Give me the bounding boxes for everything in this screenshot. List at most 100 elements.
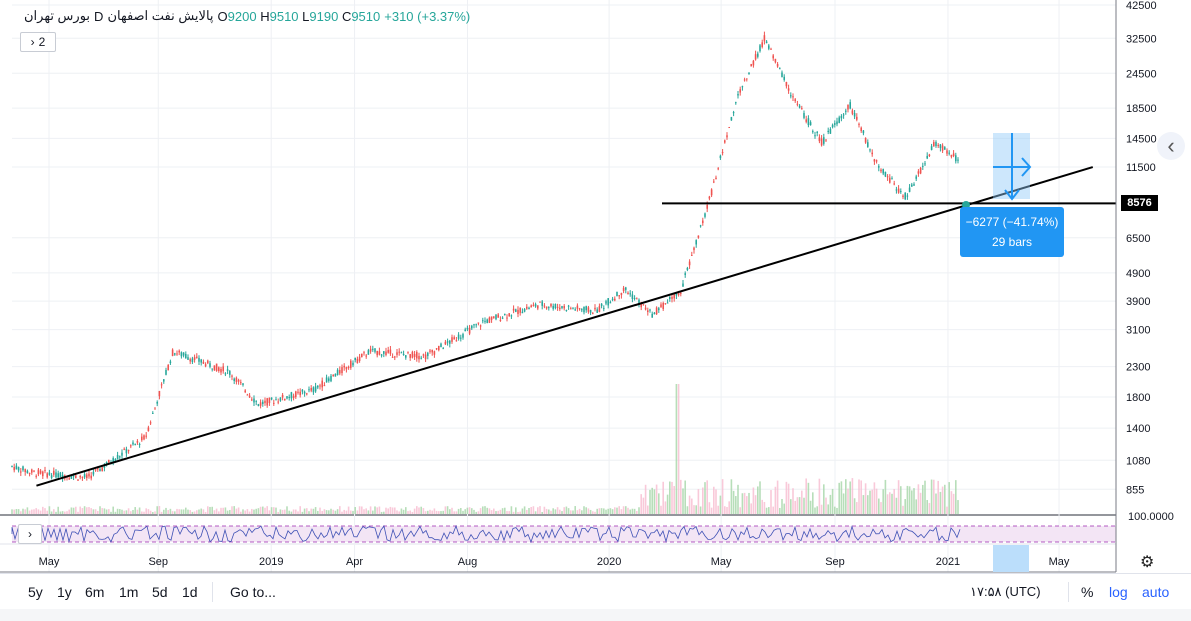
- volume-bar: [528, 507, 530, 514]
- volume-bar: [820, 504, 823, 514]
- candle-body: [928, 154, 931, 156]
- gear-icon[interactable]: ⚙: [1140, 554, 1155, 571]
- volume-bar: [477, 511, 480, 514]
- candle-body: [578, 308, 581, 310]
- volume-bar: [739, 507, 741, 514]
- candle-body: [270, 397, 273, 400]
- volume-bar: [72, 507, 75, 514]
- range-5y-button[interactable]: 5y: [28, 584, 43, 600]
- price-axis[interactable]: 42500 32500 24500 18500 14500 11500 6500 4900 39…: [1115, 0, 1174, 572]
- legend-interval: D: [94, 8, 104, 24]
- candle-body: [946, 150, 948, 154]
- candle-body: [886, 176, 889, 178]
- candle-body: [81, 476, 84, 478]
- volume-bar: [770, 490, 772, 514]
- candle-body: [145, 435, 147, 437]
- candle-body: [209, 363, 211, 367]
- volume-bar: [596, 508, 598, 514]
- candle-body: [330, 375, 332, 382]
- chevron-left-icon[interactable]: ‹: [1157, 132, 1185, 160]
- candle-body: [728, 127, 730, 129]
- candle-body: [462, 334, 464, 338]
- volume-bar: [728, 501, 730, 514]
- volume-bar: [127, 508, 130, 514]
- candle-body: [867, 142, 869, 147]
- auto-scale-button[interactable]: auto: [1142, 584, 1170, 600]
- volume-bar: [743, 492, 746, 514]
- candle-body: [695, 240, 697, 245]
- candle-body: [915, 176, 917, 179]
- candle-body: [600, 303, 603, 307]
- goto-button[interactable]: Go to...: [230, 584, 276, 600]
- range-6m-button[interactable]: 6m: [85, 584, 105, 600]
- volume-bar: [105, 509, 108, 514]
- candle-body: [653, 312, 656, 315]
- candle-body: [99, 468, 101, 472]
- candle-body: [930, 146, 933, 150]
- candle-body: [614, 298, 616, 301]
- volume-bar: [917, 484, 920, 514]
- log-scale-button[interactable]: log: [1109, 584, 1128, 600]
- volume-bar: [460, 508, 462, 514]
- volume-bar: [878, 498, 880, 514]
- candle-body: [944, 147, 946, 150]
- rsi-expand-button[interactable]: ›: [18, 524, 42, 544]
- volume-bar: [935, 493, 937, 514]
- volume-bar: [856, 502, 858, 514]
- candle-body: [796, 103, 799, 105]
- candle-body: [471, 325, 473, 329]
- volume-bar: [915, 499, 917, 514]
- candle-body: [704, 213, 706, 217]
- candle-body: [926, 155, 928, 159]
- volume-bar: [836, 507, 838, 514]
- candle-body: [424, 354, 427, 360]
- candle-body: [244, 390, 246, 393]
- trendline: [36, 166, 1094, 487]
- drawings[interactable]: [36, 133, 1116, 487]
- candle-body: [891, 178, 893, 180]
- range-1y-button[interactable]: 1y: [57, 584, 72, 600]
- volume-bar: [563, 507, 565, 514]
- candle-body: [889, 177, 891, 183]
- volume-bar: [400, 508, 403, 514]
- candle-body: [541, 301, 543, 306]
- percent-scale-button[interactable]: %: [1081, 584, 1094, 600]
- candle-body: [301, 389, 304, 392]
- volume-bar: [559, 509, 561, 514]
- candle-body: [341, 367, 343, 374]
- volume-bar: [44, 508, 46, 514]
- candle-body: [950, 154, 953, 157]
- volume-bar: [695, 505, 697, 514]
- volume-bar: [83, 506, 86, 514]
- volume-bar: [713, 486, 715, 514]
- candle-body: [488, 317, 491, 323]
- time-axis[interactable]: May Sep 2019 Apr Aug 2020 May Sep 2021 May: [0, 545, 1116, 573]
- volume-bar: [948, 482, 950, 514]
- range-1d-button[interactable]: 1d: [182, 584, 198, 600]
- candle-body: [306, 393, 308, 395]
- volume-bar: [132, 509, 134, 514]
- candle-body: [116, 455, 119, 460]
- candle-body: [647, 310, 649, 312]
- range-5d-button[interactable]: 5d: [152, 584, 168, 600]
- volume-bar: [543, 506, 546, 514]
- candle-body: [851, 110, 854, 114]
- volume-bar: [636, 511, 638, 514]
- volume-bar: [125, 510, 128, 514]
- legend-open: 9200: [227, 8, 257, 24]
- candle-body: [660, 304, 662, 308]
- range-1m-button[interactable]: 1m: [119, 584, 139, 600]
- candle-body: [823, 137, 825, 144]
- volume-bar: [574, 506, 576, 514]
- timezone-display[interactable]: ۱۷:۵۸ (UTC): [970, 584, 1041, 599]
- volume-bar: [332, 509, 334, 514]
- candle-body: [781, 72, 783, 78]
- candle-body: [774, 58, 777, 63]
- candle-body: [235, 377, 238, 382]
- volume-bar: [420, 506, 422, 514]
- candle-body: [108, 459, 110, 463]
- collapse-indicators-button[interactable]: › 2: [20, 32, 56, 52]
- volume-bar: [235, 508, 238, 514]
- candle-body: [446, 341, 449, 343]
